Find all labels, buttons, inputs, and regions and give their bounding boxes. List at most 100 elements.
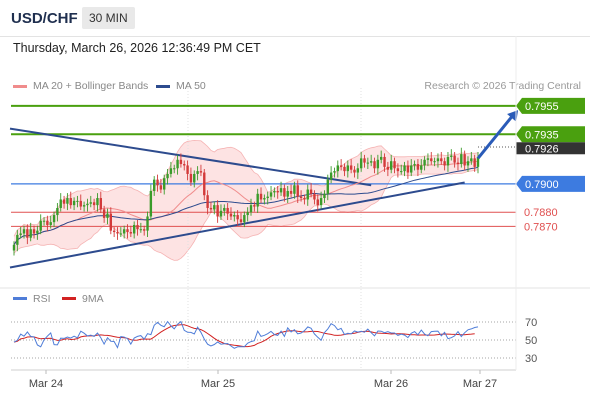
candle xyxy=(450,149,453,161)
candle xyxy=(106,208,109,225)
candle-body xyxy=(313,193,316,200)
candle xyxy=(400,164,403,175)
candle-body xyxy=(22,229,26,234)
candle xyxy=(186,160,189,181)
level-tag-0.7900 xyxy=(516,175,585,192)
candle xyxy=(203,168,206,201)
candle xyxy=(313,190,316,205)
candle xyxy=(393,157,396,174)
candle-body xyxy=(433,161,436,163)
level-label-0.7870: 0.7870 xyxy=(524,221,558,233)
candle-body xyxy=(42,220,46,222)
candle-body xyxy=(299,196,303,199)
trendline-upper xyxy=(9,127,372,187)
candle-body xyxy=(279,188,283,193)
candle-body xyxy=(319,198,323,206)
candle-body xyxy=(32,229,36,234)
candle-body xyxy=(396,168,400,172)
candle-body xyxy=(456,162,460,165)
candle xyxy=(116,227,119,240)
candle-body xyxy=(256,193,259,207)
candle xyxy=(196,166,199,181)
candle-body xyxy=(176,159,179,169)
candle xyxy=(92,198,96,211)
candle-body xyxy=(149,190,153,217)
candle-body xyxy=(233,215,236,217)
timeframe-button[interactable]: 30 MIN xyxy=(82,7,135,29)
candle-body xyxy=(249,205,253,213)
ma50-line xyxy=(13,166,479,246)
candle xyxy=(176,154,179,175)
candle-body xyxy=(199,171,203,173)
candle xyxy=(319,191,323,209)
candle-body xyxy=(443,161,446,166)
candle xyxy=(213,201,216,215)
rsi-tick-50: 50 xyxy=(525,335,537,347)
candle xyxy=(86,198,89,212)
candle-body xyxy=(146,216,149,231)
candle xyxy=(329,166,333,184)
candle-body xyxy=(62,199,66,204)
candle-body xyxy=(309,189,313,194)
candle xyxy=(289,184,293,198)
candle-body xyxy=(266,196,269,199)
candle-body xyxy=(19,233,22,235)
chart-timestamp: Thursday, March 26, 2026 12:36:49 PM CET xyxy=(13,41,261,55)
candle-body xyxy=(366,162,370,164)
candle-body xyxy=(136,224,139,230)
candle-body xyxy=(390,161,393,170)
candle xyxy=(460,147,463,168)
candle-body xyxy=(326,179,329,194)
candle-body xyxy=(153,179,156,191)
candle xyxy=(246,207,249,222)
candle xyxy=(16,229,19,252)
candle xyxy=(366,157,370,169)
candle xyxy=(119,227,123,238)
candle xyxy=(142,225,146,236)
level-label-0.7955: 0.7955 xyxy=(525,101,559,113)
candle-body xyxy=(159,185,163,190)
candle xyxy=(326,174,329,201)
candle xyxy=(376,154,380,175)
level-tag-0.7935 xyxy=(516,126,585,143)
candle-body xyxy=(142,229,146,231)
forecast-arrow xyxy=(476,110,519,160)
time-label: Mar 26 xyxy=(374,378,408,390)
candle-body xyxy=(119,233,123,235)
bollinger-legend-label: MA 20 + Bollinger Bands xyxy=(33,80,149,92)
candle-body xyxy=(26,229,29,238)
time-axis: Mar 24 Mar 25 Mar 26 Mar 27 xyxy=(11,36,517,390)
time-label: Mar 24 xyxy=(29,378,63,390)
candle-body xyxy=(339,165,343,167)
candle xyxy=(249,198,253,216)
candle-body xyxy=(253,205,256,207)
candle-body xyxy=(403,165,406,172)
candle xyxy=(346,160,350,178)
candle-body xyxy=(106,213,109,218)
candle-body xyxy=(206,195,209,208)
candle-body xyxy=(450,155,453,157)
candle-body xyxy=(156,179,159,186)
candle xyxy=(356,163,360,179)
candle xyxy=(293,181,296,199)
candle xyxy=(390,154,393,174)
candle xyxy=(386,161,390,177)
candle xyxy=(379,150,383,164)
moving-averages xyxy=(13,160,479,246)
candle xyxy=(236,210,239,226)
candle-body xyxy=(303,198,306,200)
candle-body xyxy=(386,166,390,170)
candle xyxy=(52,211,56,228)
candle xyxy=(82,201,86,212)
candle-body xyxy=(316,199,319,206)
candle xyxy=(66,193,69,211)
candle xyxy=(423,156,426,171)
candle-body xyxy=(453,155,456,163)
candle xyxy=(149,184,153,221)
candle-body xyxy=(76,200,79,202)
candle-body xyxy=(286,190,289,197)
candle xyxy=(263,194,266,205)
candle-body xyxy=(440,158,443,162)
candle xyxy=(299,190,303,202)
candle-body xyxy=(102,209,106,218)
